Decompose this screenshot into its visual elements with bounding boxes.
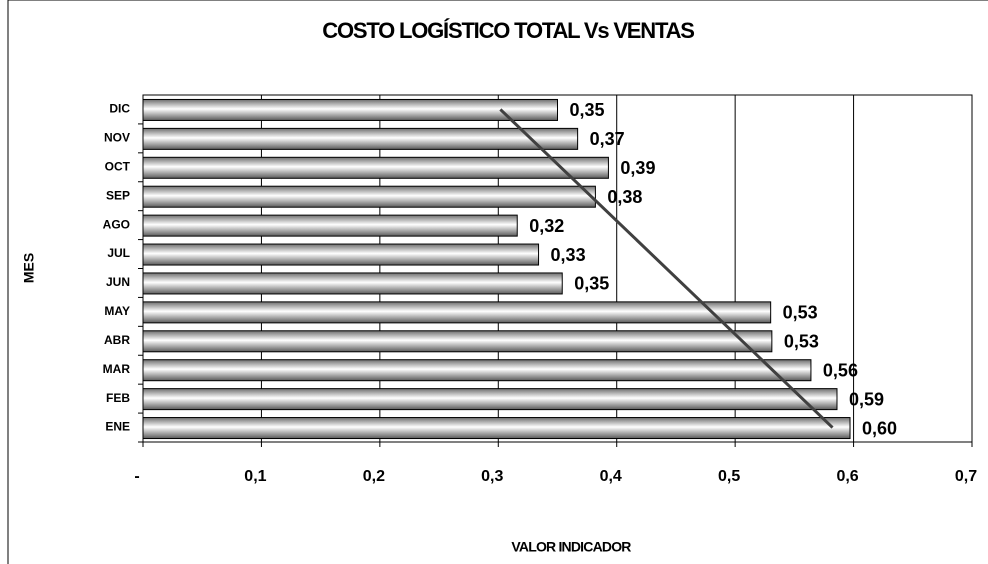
bar <box>142 301 772 324</box>
bar <box>142 98 558 121</box>
x-tick-label: 0,7 <box>955 468 977 485</box>
bar <box>142 272 563 295</box>
bar <box>142 388 838 411</box>
x-tick-label: 0,1 <box>244 468 266 485</box>
data-label: 0,53 <box>783 303 818 323</box>
chart-title: COSTO LOGÍSTICO TOTAL Vs VENTAS <box>322 18 694 43</box>
x-axis-title: VALOR INDICADOR <box>511 539 631 555</box>
x-tick-label: 0,3 <box>481 468 503 485</box>
chart-frame <box>7 0 988 564</box>
x-tick-label: 0,6 <box>836 468 858 485</box>
data-label: 0,39 <box>620 158 655 178</box>
data-label: 0,38 <box>607 187 642 207</box>
bar <box>142 214 518 237</box>
y-tick-label: OCT <box>105 159 131 173</box>
y-tick-label: MAY <box>104 304 130 318</box>
data-label: 0,56 <box>823 360 858 380</box>
y-tick-label: ENE <box>105 420 130 434</box>
data-label: 0,35 <box>570 100 605 120</box>
y-tick-label: SEP <box>106 188 130 202</box>
x-tick-label: 0,5 <box>718 468 740 485</box>
bar <box>142 330 773 353</box>
data-label: 0,37 <box>590 129 625 149</box>
y-tick-label: DIC <box>109 102 130 116</box>
bar <box>142 359 812 382</box>
data-label: 0,32 <box>529 216 564 236</box>
data-label: 0,33 <box>551 245 586 265</box>
bar <box>142 185 596 208</box>
x-tick-label: 0,2 <box>363 468 385 485</box>
y-tick-label: MAR <box>103 362 131 376</box>
y-tick-label: FEB <box>106 391 130 405</box>
y-tick-label: JUN <box>106 275 130 289</box>
bar <box>142 127 579 150</box>
data-label: 0,53 <box>784 332 819 352</box>
data-label: 0,35 <box>574 274 609 294</box>
x-tick-label: - <box>134 468 139 485</box>
data-label: 0,59 <box>849 389 884 409</box>
trendline <box>499 108 834 429</box>
y-axis-title: MES <box>21 253 37 283</box>
bar <box>142 417 851 440</box>
data-label: 0,60 <box>862 418 897 438</box>
y-tick-label: ABR <box>104 333 130 347</box>
y-tick-label: JUL <box>107 246 130 260</box>
bar <box>142 156 609 179</box>
y-tick-label: AGO <box>103 217 130 231</box>
bar <box>142 243 540 266</box>
y-tick-label: NOV <box>104 131 130 145</box>
x-tick-label: 0,4 <box>600 468 622 485</box>
